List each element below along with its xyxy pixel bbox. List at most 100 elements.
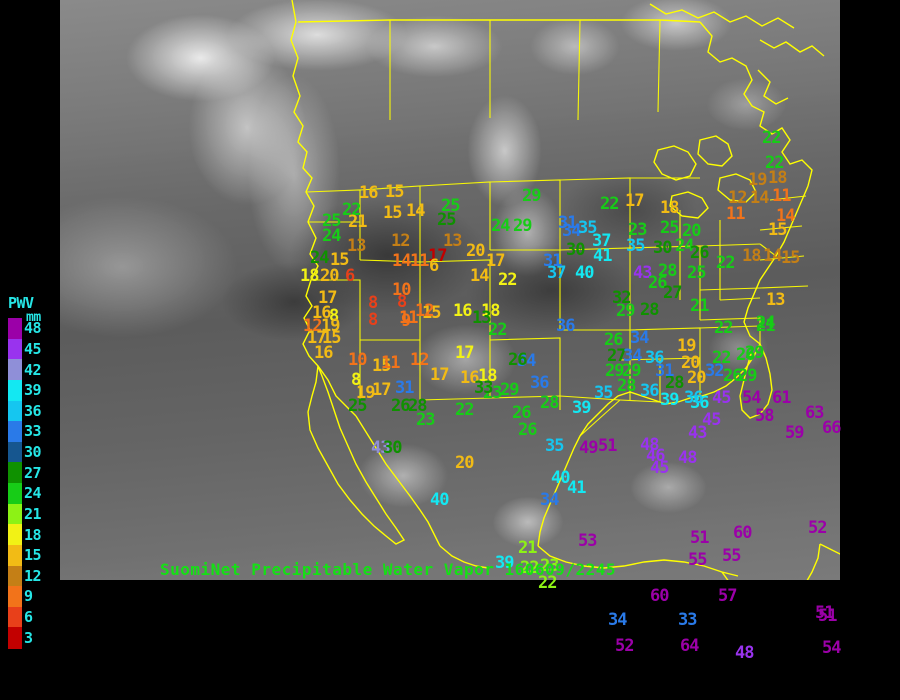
station-pwv-value: 45 [702, 410, 722, 430]
station-pwv-value: 18 [478, 366, 498, 386]
station-pwv-value: 17 [428, 246, 448, 266]
station-pwv-value: 26 [723, 366, 743, 386]
pwv-colorbar [8, 318, 22, 649]
station-pwv-value: 28 [658, 261, 678, 281]
station-pwv-value: 12 [415, 301, 435, 321]
station-pwv-value: 11 [772, 186, 792, 206]
station-pwv-value: 22 [520, 558, 540, 578]
pwv-colorbar-labels: 48 45 42 39 36 33 30 27 24 21 18 15 12 9 6 3 [24, 300, 64, 650]
station-pwv-value: 54 [742, 388, 762, 408]
station-pwv-value: 23 [483, 383, 503, 403]
station-pwv-value: 39 [495, 553, 515, 573]
station-pwv-value: 22 [714, 318, 734, 338]
colorbar-tick-label: 24 [24, 484, 42, 503]
station-pwv-value: 29 [622, 361, 642, 381]
station-pwv-value: 15 [322, 328, 342, 348]
station-pwv-value: 6 [345, 266, 355, 286]
station-pwv-value: 57 [718, 586, 738, 606]
station-pwv-value: 30 [566, 240, 586, 260]
station-pwv-value: 12 [728, 188, 748, 208]
station-pwv-value: 12 [410, 350, 430, 370]
colorbar-tick-label: 30 [24, 443, 42, 462]
station-pwv-value: 19 [677, 336, 697, 356]
station-pwv-value: 15 [781, 248, 801, 268]
station-pwv-value: 24 [310, 248, 330, 268]
station-pwv-value: 8 [397, 292, 407, 312]
colorbar-swatch [8, 359, 22, 381]
station-pwv-value: 43 [633, 263, 653, 283]
colorbar-swatch [8, 462, 22, 484]
colorbar-swatch [8, 441, 22, 463]
station-pwv-value: 22 [455, 400, 475, 420]
station-pwv-value: 21 [348, 212, 368, 232]
station-pwv-value: 51 [598, 436, 618, 456]
station-pwv-value: 10 [348, 350, 368, 370]
colorbar-tick-label: 42 [24, 360, 42, 379]
station-pwv-value: 66 [822, 418, 842, 438]
station-pwv-value: 15 [372, 356, 392, 376]
station-pwv-value: 27 [607, 346, 627, 366]
station-pwv-value: 34 [562, 221, 582, 241]
station-pwv-value: 35 [545, 436, 565, 456]
station-pwv-value: 28 [540, 393, 560, 413]
station-pwv-value: 20 [687, 368, 707, 388]
colorbar-swatch [8, 421, 22, 443]
station-pwv-value: 26 [648, 273, 668, 293]
station-pwv-value: 16 [460, 368, 480, 388]
station-pwv-value: 29 [738, 366, 758, 386]
map-outline-overlay [290, 0, 840, 580]
colorbar-swatch [8, 565, 22, 587]
station-pwv-value: 20 [320, 266, 340, 286]
station-pwv-value: 26 [690, 243, 710, 263]
station-pwv-value: 45 [650, 458, 670, 478]
station-pwv-value: 52 [808, 518, 828, 538]
station-pwv-value: 29 [616, 301, 636, 321]
station-pwv-value: 40 [551, 468, 571, 488]
station-pwv-value: 25 [687, 263, 707, 283]
station-pwv-value: 18 [481, 301, 501, 321]
station-pwv-value: 28 [617, 376, 637, 396]
station-pwv-value: 17 [455, 343, 475, 363]
colorbar-tick-label: 6 [24, 608, 33, 627]
colorbar-swatch [8, 606, 22, 628]
station-pwv-value: 26 [391, 396, 411, 416]
station-pwv-value: 25 [660, 218, 680, 238]
station-pwv-value: 51 [818, 606, 838, 626]
station-pwv-value: 26 [518, 420, 538, 440]
station-pwv-value: 27 [663, 283, 683, 303]
station-pwv-value: 22 [488, 320, 508, 340]
station-pwv-value: 25 [348, 396, 368, 416]
station-pwv-value: 55 [688, 550, 708, 570]
station-pwv-value: 31 [543, 251, 563, 271]
station-pwv-value: 35 [626, 236, 646, 256]
colorbar-tick-label: 18 [24, 525, 42, 544]
colorbar-swatch [8, 338, 22, 360]
station-pwv-value: 22 [498, 270, 518, 290]
station-pwv-value: 23 [416, 410, 436, 430]
station-pwv-value: 33 [474, 378, 494, 398]
station-pwv-value: 10 [392, 280, 412, 300]
station-pwv-value: 22 [342, 200, 362, 220]
station-pwv-value: 16 [314, 343, 334, 363]
station-pwv-value: 48 [678, 448, 698, 468]
station-pwv-value: 22 [600, 194, 620, 214]
station-pwv-value: 54 [822, 638, 842, 658]
station-pwv-value: 17 [486, 251, 506, 271]
station-pwv-value: 36 [640, 381, 660, 401]
station-pwv-value: 60 [733, 523, 753, 543]
station-pwv-value: 24 [756, 313, 776, 333]
station-pwv-value: 15 [383, 203, 403, 223]
station-pwv-value: 14 [776, 206, 796, 226]
station-pwv-value: 40 [575, 263, 595, 283]
station-pwv-value: 55 [722, 546, 742, 566]
station-pwv-value: 20 [466, 241, 486, 261]
station-pwv-value: 31 [558, 213, 578, 233]
station-pwv-value: 14 [763, 246, 783, 266]
colorbar-tick-label: 48 [24, 319, 42, 338]
station-pwv-value: 40 [430, 490, 450, 510]
station-pwv-value: 16 [359, 183, 379, 203]
station-pwv-value: 29 [513, 216, 533, 236]
station-pwv-value: 43 [371, 438, 391, 458]
station-pwv-value: 58 [755, 406, 775, 426]
